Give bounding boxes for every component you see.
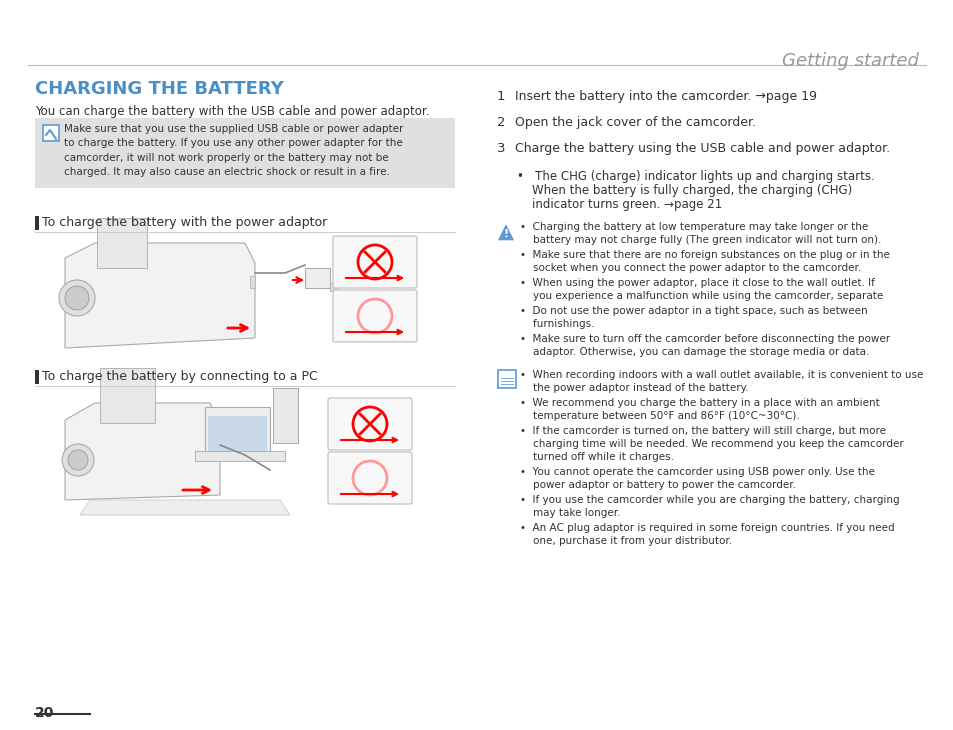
Bar	[273, 388, 297, 443]
Text: •  You cannot operate the camcorder using USB power only. Use the: • You cannot operate the camcorder using…	[519, 467, 874, 477]
Text: furnishings.: furnishings.	[519, 319, 594, 329]
Bar	[205, 407, 270, 455]
Text: Charge the battery using the USB cable and power adaptor.: Charge the battery using the USB cable a…	[515, 142, 889, 155]
Text: power adaptor or battery to power the camcorder.: power adaptor or battery to power the ca…	[519, 480, 795, 490]
Text: You can charge the battery with the USB cable and power adaptor.: You can charge the battery with the USB …	[35, 105, 429, 118]
Text: •  When recording indoors with a wall outlet available, it is convenient to use: • When recording indoors with a wall out…	[519, 370, 923, 380]
Polygon shape	[80, 500, 290, 515]
Text: CHARGING THE BATTERY: CHARGING THE BATTERY	[35, 80, 283, 98]
FancyBboxPatch shape	[333, 236, 416, 288]
Text: •   The CHG (charge) indicator lights up and charging starts.: • The CHG (charge) indicator lights up a…	[517, 170, 874, 183]
Text: Open the jack cover of the camcorder.: Open the jack cover of the camcorder.	[515, 116, 755, 129]
Bar	[35, 118, 455, 188]
Text: •  We recommend you charge the battery in a place with an ambient: • We recommend you charge the battery in…	[519, 398, 879, 408]
Text: •  An AC plug adaptor is required in some foreign countries. If you need: • An AC plug adaptor is required in some…	[519, 523, 894, 533]
Text: To charge the battery by connecting to a PC: To charge the battery by connecting to a…	[42, 370, 317, 383]
Text: one, purchase it from your distributor.: one, purchase it from your distributor.	[519, 536, 731, 546]
Text: 1: 1	[497, 90, 505, 103]
Bar	[43, 125, 59, 141]
Text: Make sure that you use the supplied USB cable or power adapter
to charge the bat: Make sure that you use the supplied USB …	[64, 124, 403, 177]
Text: 2: 2	[497, 116, 505, 129]
Circle shape	[59, 280, 95, 316]
FancyBboxPatch shape	[328, 452, 412, 504]
Text: •  Make sure to turn off the camcorder before disconnecting the power: • Make sure to turn off the camcorder be…	[519, 334, 889, 344]
Circle shape	[62, 444, 94, 476]
Text: socket when you connect the power adaptor to the camcorder.: socket when you connect the power adapto…	[519, 263, 861, 273]
Polygon shape	[65, 403, 220, 500]
Text: adaptor. Otherwise, you can damage the storage media or data.: adaptor. Otherwise, you can damage the s…	[519, 347, 868, 357]
Text: charging time will be needed. We recommend you keep the camcorder: charging time will be needed. We recomme…	[519, 439, 902, 449]
Bar	[330, 283, 337, 291]
Bar	[497, 370, 516, 388]
Text: •  If the camcorder is turned on, the battery will still charge, but more: • If the camcorder is turned on, the bat…	[519, 426, 885, 436]
Bar	[194, 451, 285, 461]
Text: •  Do not use the power adaptor in a tight space, such as between: • Do not use the power adaptor in a tigh…	[519, 306, 866, 316]
Text: •  Charging the battery at low temperature may take longer or the: • Charging the battery at low temperatur…	[519, 222, 867, 232]
Bar	[208, 416, 267, 458]
Text: temperature between 50°F and 86°F (10°C~30°C).: temperature between 50°F and 86°F (10°C~…	[519, 411, 799, 421]
Text: battery may not charge fully (The green indicator will not turn on).: battery may not charge fully (The green …	[519, 235, 881, 245]
Bar	[305, 268, 330, 288]
Text: •  Make sure that there are no foreign substances on the plug or in the: • Make sure that there are no foreign su…	[519, 250, 889, 260]
Text: •  If you use the camcorder while you are charging the battery, charging: • If you use the camcorder while you are…	[519, 495, 899, 505]
Circle shape	[68, 450, 88, 470]
Polygon shape	[65, 243, 254, 348]
FancyBboxPatch shape	[333, 290, 416, 342]
Text: •  When using the power adaptor, place it close to the wall outlet. If: • When using the power adaptor, place it…	[519, 278, 874, 288]
Text: you experience a malfunction while using the camcorder, separate: you experience a malfunction while using…	[519, 291, 882, 301]
Polygon shape	[497, 223, 515, 241]
Bar	[35, 370, 39, 384]
Bar	[97, 218, 147, 268]
FancyBboxPatch shape	[328, 398, 412, 450]
Text: 20: 20	[35, 706, 54, 720]
Text: To charge the battery with the power adaptor: To charge the battery with the power ada…	[42, 216, 327, 229]
Text: may take longer.: may take longer.	[519, 508, 619, 518]
Text: turned off while it charges.: turned off while it charges.	[519, 452, 673, 462]
Text: Insert the battery into the camcorder. →page 19: Insert the battery into the camcorder. →…	[515, 90, 816, 103]
Text: indicator turns green. →page 21: indicator turns green. →page 21	[517, 198, 721, 211]
Text: !: !	[503, 228, 508, 239]
Bar	[35, 216, 39, 230]
Text: When the battery is fully charged, the charging (CHG): When the battery is fully charged, the c…	[517, 184, 851, 197]
Circle shape	[65, 286, 89, 310]
Text: Getting started: Getting started	[781, 52, 918, 70]
Text: 3: 3	[497, 142, 505, 155]
Text: the power adaptor instead of the battery.: the power adaptor instead of the battery…	[519, 383, 748, 393]
Bar	[100, 368, 154, 423]
Bar	[250, 276, 254, 288]
